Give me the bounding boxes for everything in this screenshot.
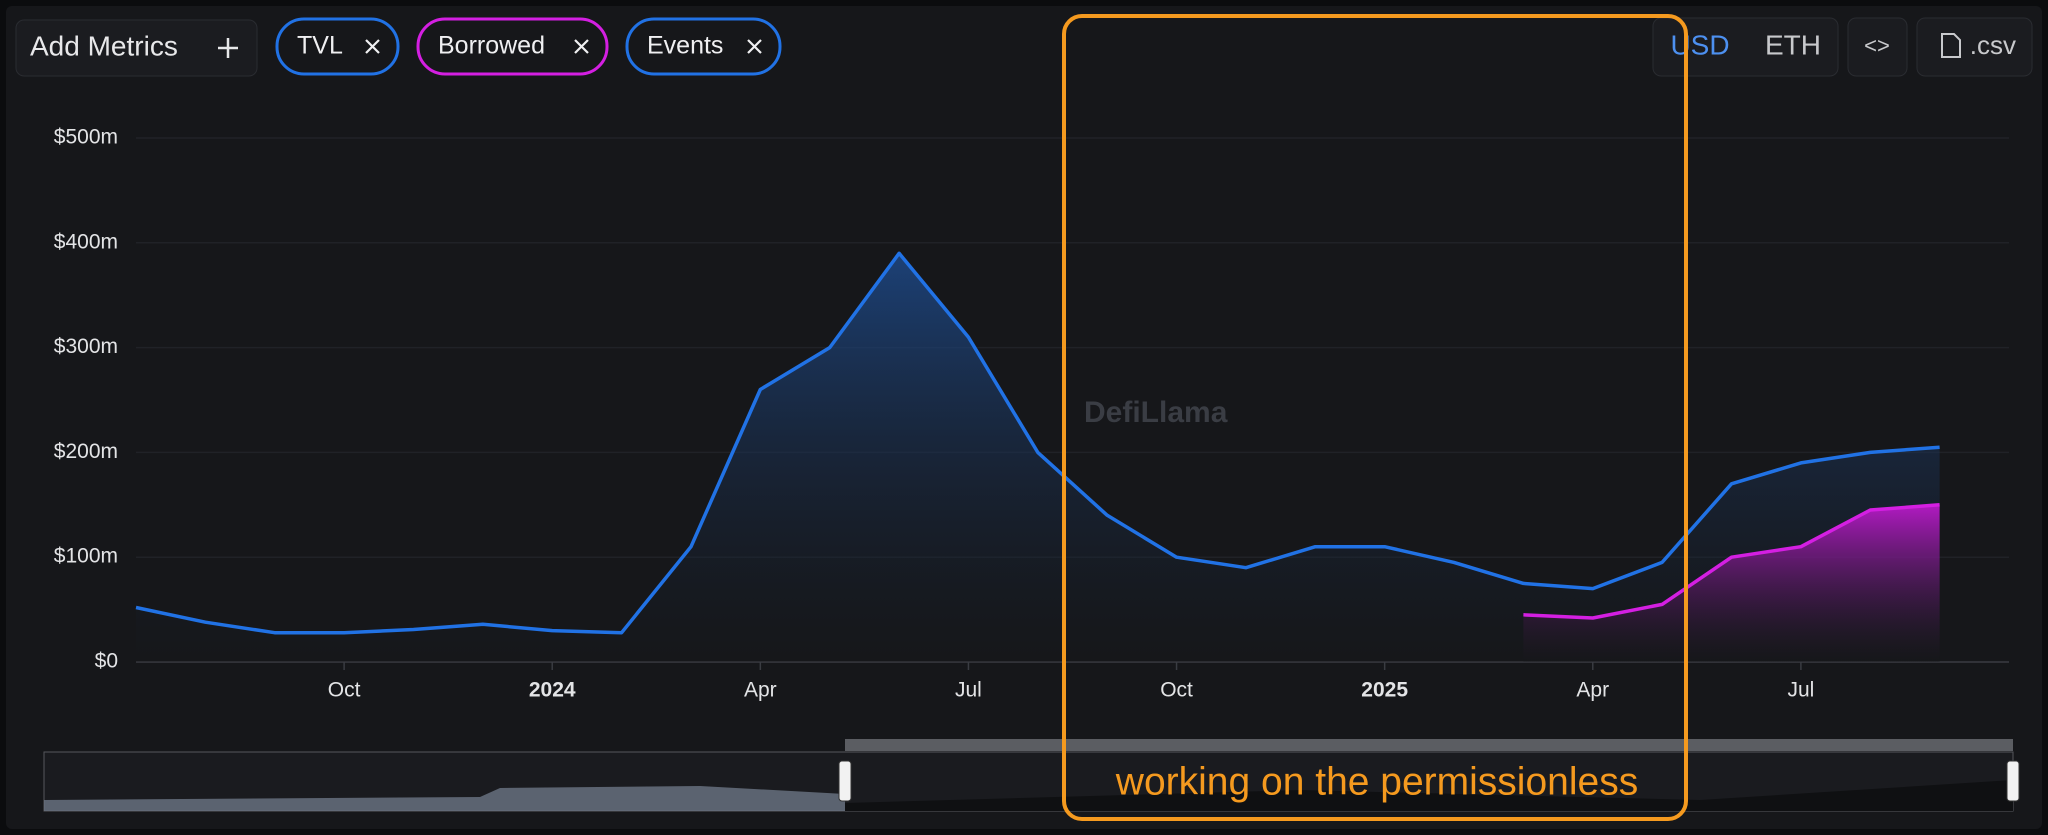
y-tick-label: $200m <box>54 440 118 463</box>
series-area <box>1523 504 1940 662</box>
label: Add Metrics <box>30 30 178 61</box>
x-tick-label: Jul <box>955 679 982 702</box>
x-tick-label: Apr <box>1576 679 1609 702</box>
eth[interactable]: ETH <box>1765 29 1821 60</box>
x-tick-label: 2025 <box>1361 679 1408 702</box>
usd[interactable]: USD <box>1670 29 1729 60</box>
series-area <box>136 253 1940 663</box>
y-tick-label: $0 <box>95 650 118 673</box>
chip-label: Borrowed <box>438 32 545 60</box>
csv-button[interactable]: .csv <box>1916 17 2033 77</box>
x-tick-label: Oct <box>1160 679 1193 702</box>
chip-close <box>574 39 589 54</box>
watermark: DefiLlama <box>1084 396 1228 429</box>
annotation-box <box>1062 14 1688 821</box>
x-tick-label: 2024 <box>529 679 576 702</box>
y-tick-label: $500m <box>54 126 118 149</box>
x-tick-label: Jul <box>1787 679 1814 702</box>
panel <box>6 6 2042 829</box>
metric-chip[interactable]: Borrowed <box>416 17 609 76</box>
embed-button[interactable]: <> <box>1847 17 1908 77</box>
metric-chip[interactable]: Events <box>625 17 782 76</box>
metric-chip[interactable]: TVL <box>275 17 400 76</box>
chip-label: Events <box>647 32 723 60</box>
chip-close <box>747 39 762 54</box>
chip-border <box>416 17 609 76</box>
x-tick-label: Oct <box>328 679 361 702</box>
currency-toggle[interactable]: USD ETH <box>1652 17 1839 77</box>
y-tick-label: $400m <box>54 230 118 253</box>
label: <> <box>1864 33 1890 58</box>
series-line <box>1523 503 1940 620</box>
annotation: working on the permissionless <box>1115 760 1638 803</box>
label: .csv <box>1970 30 2016 60</box>
add-metrics-button[interactable]: Add Metrics <box>15 19 258 77</box>
chip-border <box>625 17 782 76</box>
x-tick-label: Apr <box>744 679 777 702</box>
chip-close <box>365 39 380 54</box>
series-line <box>135 251 1940 635</box>
y-tick-label: $100m <box>54 545 118 568</box>
chip-label: TVL <box>297 32 343 60</box>
chip-border <box>275 17 400 76</box>
y-tick-label: $300m <box>54 335 118 358</box>
